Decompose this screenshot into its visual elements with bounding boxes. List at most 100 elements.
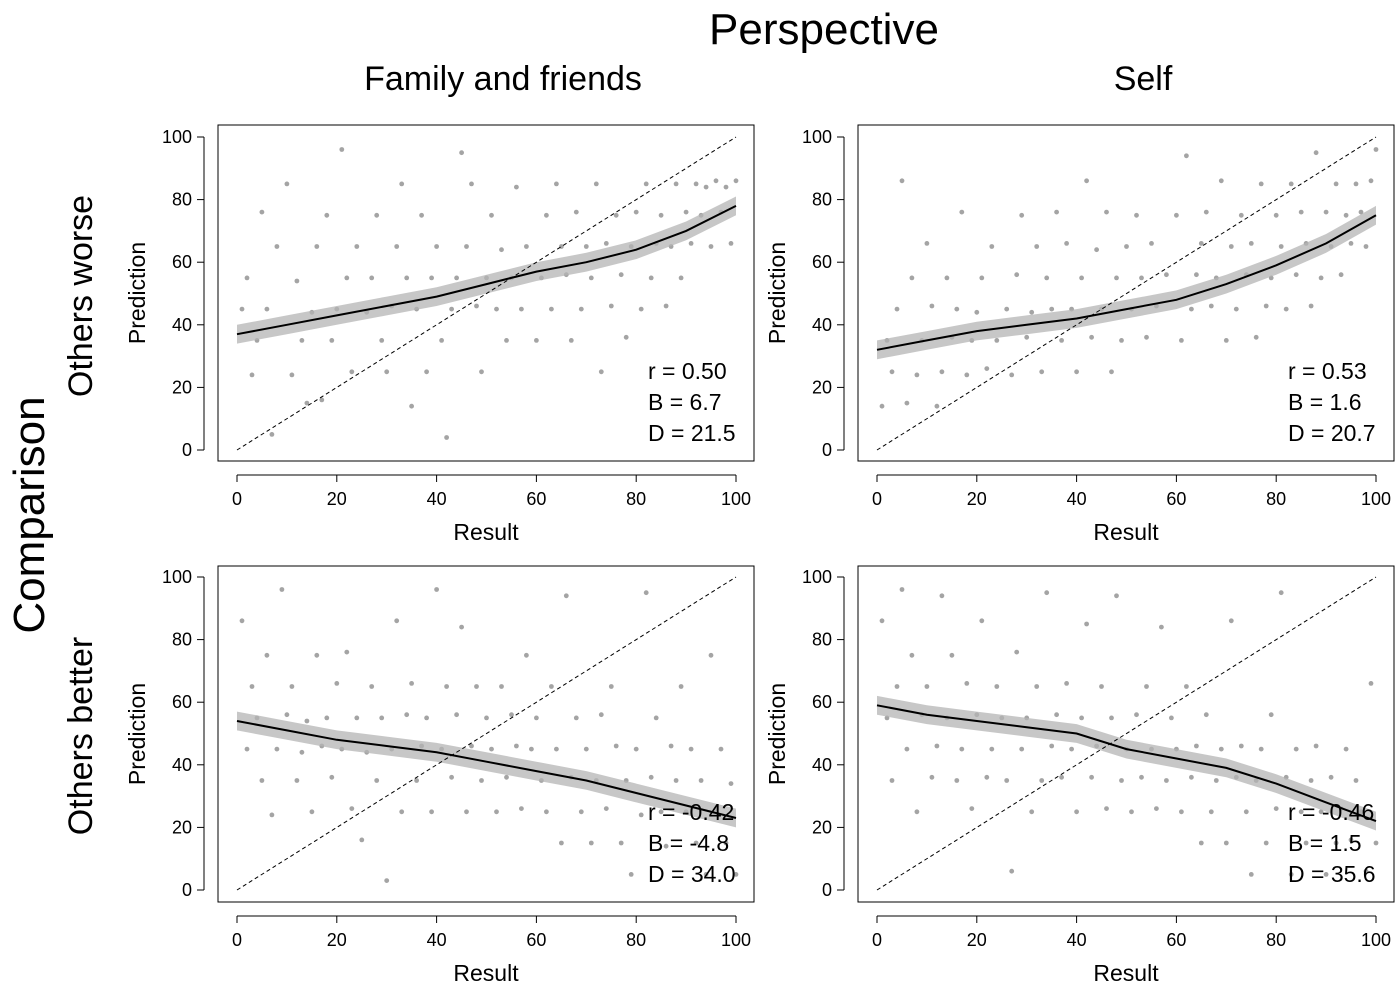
x-axis-label: Result	[453, 519, 519, 545]
x-tick-label: 80	[1266, 930, 1286, 950]
x-tick-label: 60	[1166, 930, 1186, 950]
data-point	[404, 712, 410, 718]
data-point	[494, 809, 499, 815]
data-point	[344, 275, 350, 281]
annotation-stat-r: r = 0.53	[1288, 358, 1367, 384]
data-point	[1263, 840, 1269, 846]
data-point	[1353, 778, 1359, 783]
smooth-curve	[876, 704, 1377, 823]
data-point	[663, 843, 669, 849]
y-axis-label: Prediction	[124, 242, 150, 344]
data-point	[429, 275, 434, 281]
data-point	[1194, 743, 1199, 749]
panel-3: 0 20 40 60 80 100 Result 0 20 40 60 80 100 Prediction…	[124, 565, 755, 986]
data-point	[1094, 247, 1099, 253]
x-tick-label: 0	[232, 489, 242, 509]
data-point	[658, 212, 664, 218]
data-point	[239, 618, 245, 624]
data-point	[618, 272, 624, 278]
annotation-stat-b: B = -4.8	[648, 830, 729, 856]
data-point	[324, 715, 330, 721]
data-point	[1343, 746, 1349, 752]
data-point	[638, 812, 644, 818]
data-point	[894, 684, 900, 689]
data-point	[1368, 681, 1374, 686]
data-point	[914, 809, 920, 815]
data-point	[414, 778, 419, 783]
data-point	[1313, 743, 1319, 749]
data-point	[728, 241, 734, 246]
data-point	[979, 275, 985, 281]
data-point	[939, 369, 945, 375]
x-tick-label: 40	[1067, 489, 1087, 509]
data-point	[723, 840, 729, 846]
data-point	[1313, 150, 1319, 156]
data-point	[1064, 241, 1069, 246]
data-point	[519, 306, 524, 312]
data-point	[1263, 303, 1269, 309]
data-point	[1288, 181, 1294, 187]
data-point	[1353, 181, 1359, 187]
data-point	[429, 809, 434, 815]
data-point	[489, 212, 494, 218]
data-point	[1298, 809, 1304, 815]
data-point	[524, 244, 529, 249]
data-point	[924, 684, 930, 689]
data-point	[879, 618, 885, 624]
data-point	[449, 774, 454, 780]
annotation-stat-d: D = 35.6	[1288, 861, 1376, 887]
data-point	[494, 306, 499, 312]
data-point	[1174, 212, 1179, 218]
x-tick-label: 100	[1361, 930, 1391, 950]
y-tick-label: 40	[812, 755, 832, 775]
data-point	[1218, 746, 1224, 752]
data-point	[249, 684, 255, 689]
data-point	[529, 746, 534, 752]
data-point	[1258, 746, 1264, 752]
data-point	[633, 746, 639, 752]
data-point	[409, 681, 414, 686]
data-point	[1054, 712, 1059, 718]
data-point	[628, 872, 634, 877]
data-point	[688, 241, 694, 246]
data-point	[1189, 774, 1194, 780]
data-point	[1218, 178, 1224, 184]
data-point	[419, 212, 424, 218]
data-point	[1228, 244, 1234, 249]
data-point	[703, 872, 709, 877]
identity-line	[876, 576, 1377, 891]
data-point	[678, 275, 684, 281]
data-point	[1064, 681, 1069, 686]
confidence-band	[877, 695, 1376, 831]
data-point	[294, 778, 300, 783]
identity-line	[876, 136, 1377, 451]
data-point	[718, 746, 724, 752]
data-point	[264, 306, 270, 312]
data-point	[274, 244, 280, 249]
data-point	[239, 306, 245, 312]
data-point	[623, 334, 629, 340]
data-point	[469, 181, 474, 187]
column-label-self: Self	[1114, 60, 1173, 98]
data-point	[1104, 209, 1109, 215]
data-point	[693, 840, 699, 846]
data-point	[588, 275, 594, 281]
data-point	[304, 400, 310, 406]
data-point	[578, 809, 584, 815]
y-tick-label: 80	[172, 190, 192, 210]
data-point	[1273, 212, 1279, 218]
data-point	[1074, 809, 1079, 815]
row-label-others-worse: Others worse	[62, 195, 100, 397]
data-point	[1238, 212, 1244, 218]
data-point	[673, 778, 679, 783]
data-point	[733, 178, 739, 184]
data-point	[1293, 746, 1299, 752]
data-point	[344, 649, 350, 655]
data-point	[648, 275, 654, 281]
data-point	[499, 247, 504, 253]
data-point	[688, 746, 694, 752]
data-point	[678, 684, 684, 689]
data-point	[1203, 209, 1209, 215]
x-tick-label: 100	[1361, 489, 1391, 509]
confidence-band	[237, 711, 736, 828]
